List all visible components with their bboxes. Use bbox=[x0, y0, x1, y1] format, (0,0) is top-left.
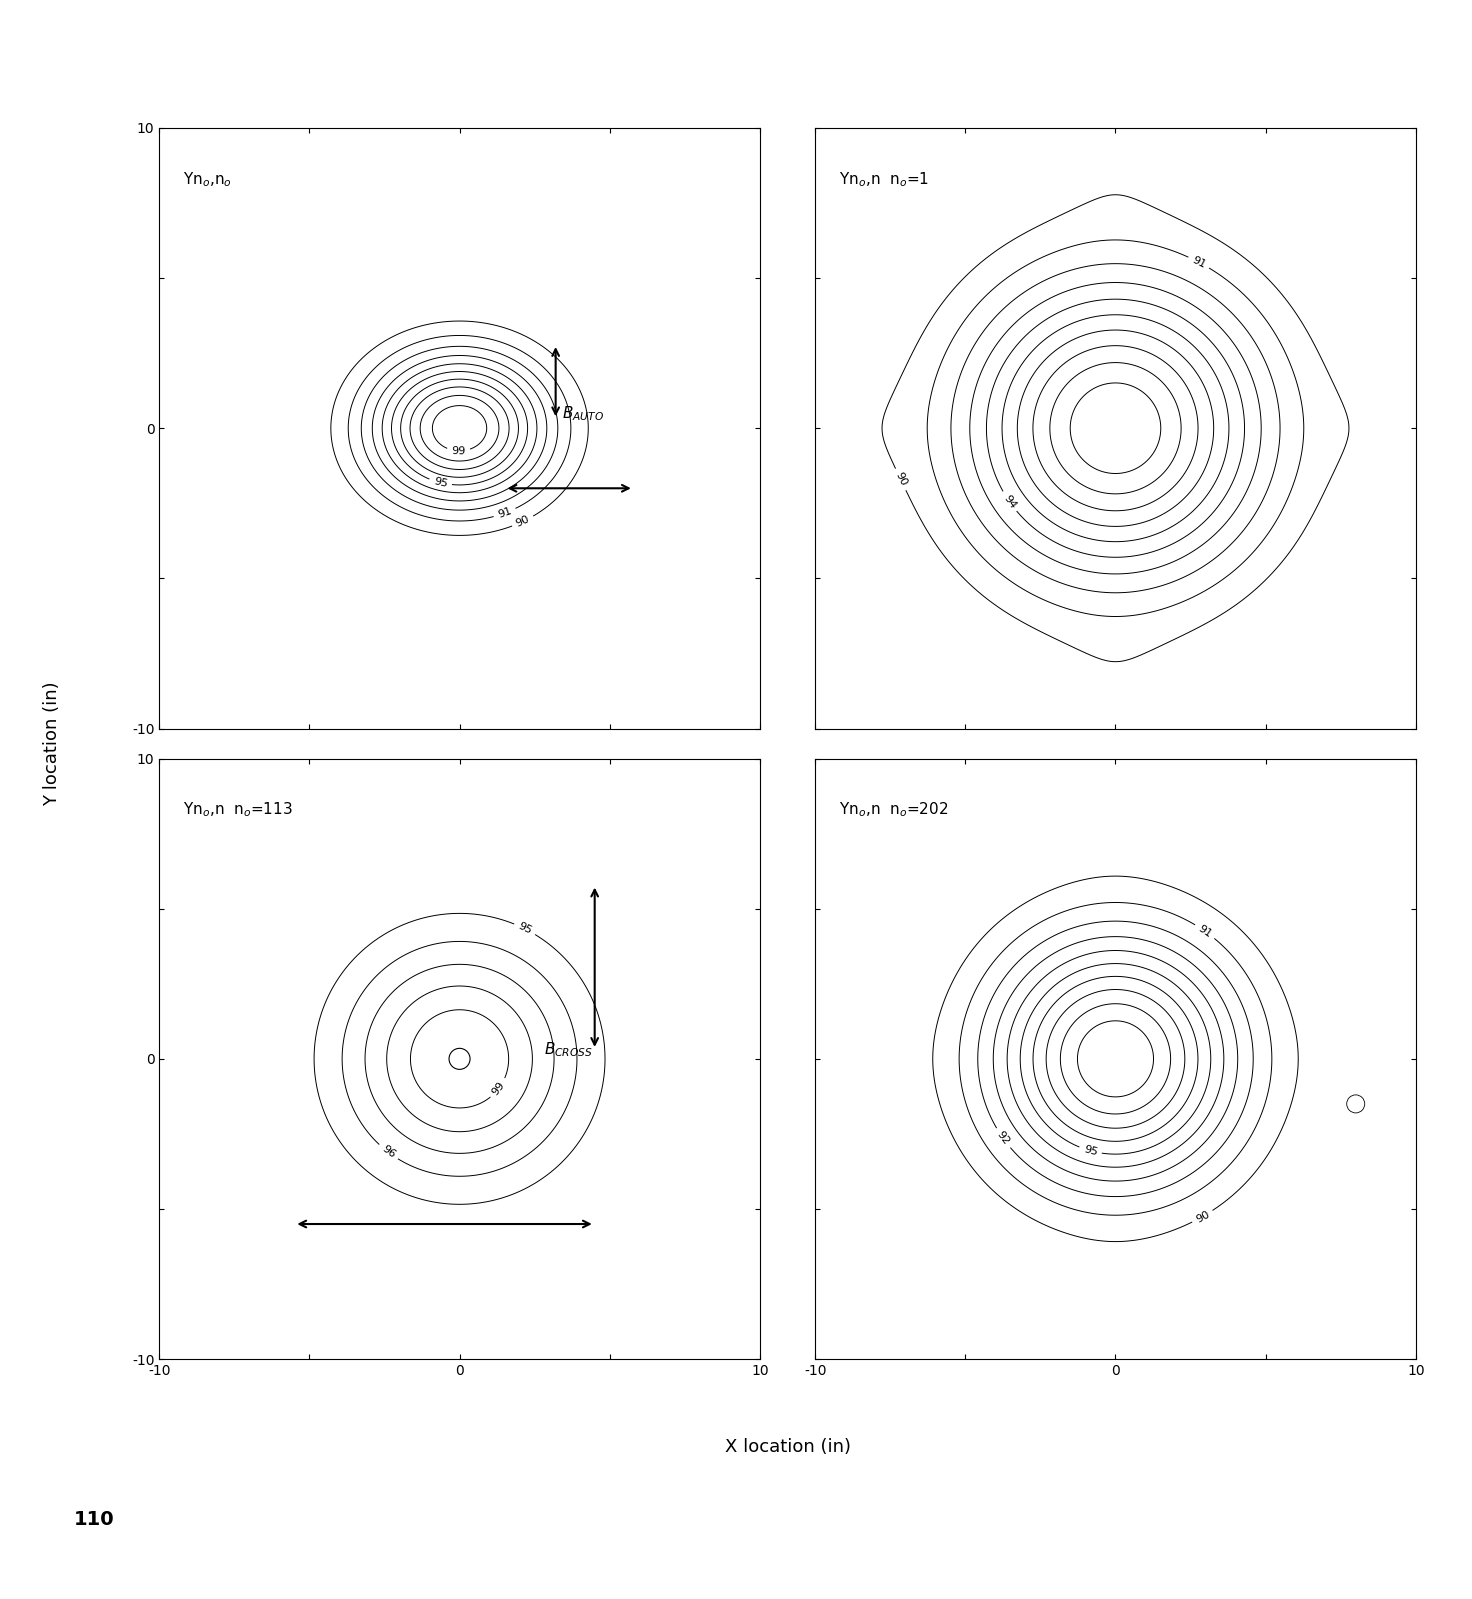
Text: $B_{CROSS}$: $B_{CROSS}$ bbox=[543, 1041, 593, 1059]
Text: 90: 90 bbox=[1194, 1209, 1211, 1225]
Text: 92: 92 bbox=[995, 1129, 1011, 1146]
Text: X location (in): X location (in) bbox=[724, 1438, 851, 1457]
Text: 90: 90 bbox=[894, 470, 908, 488]
Text: 91: 91 bbox=[1191, 254, 1207, 270]
Text: $B_{AUTO}$: $B_{AUTO}$ bbox=[562, 405, 604, 422]
Text: Yn$_o$,n  n$_o$=113: Yn$_o$,n n$_o$=113 bbox=[184, 801, 293, 819]
Text: 95: 95 bbox=[517, 921, 533, 937]
Text: 91: 91 bbox=[1197, 923, 1213, 939]
Text: Y location (in): Y location (in) bbox=[43, 681, 60, 806]
Text: 94: 94 bbox=[1001, 492, 1017, 510]
Text: 91: 91 bbox=[496, 505, 514, 520]
Text: 99: 99 bbox=[490, 1079, 506, 1097]
Text: Yn$_o$,n$_o$: Yn$_o$,n$_o$ bbox=[184, 169, 233, 189]
Text: 96: 96 bbox=[380, 1143, 397, 1161]
Text: 95: 95 bbox=[1082, 1145, 1098, 1158]
Text: 110: 110 bbox=[74, 1509, 115, 1529]
Text: 99: 99 bbox=[452, 446, 465, 456]
Text: 95: 95 bbox=[433, 477, 449, 489]
Text: Yn$_o$,n  n$_o$=1: Yn$_o$,n n$_o$=1 bbox=[839, 169, 929, 189]
Text: Yn$_o$,n  n$_o$=202: Yn$_o$,n n$_o$=202 bbox=[839, 801, 949, 819]
Text: 90: 90 bbox=[514, 513, 531, 529]
